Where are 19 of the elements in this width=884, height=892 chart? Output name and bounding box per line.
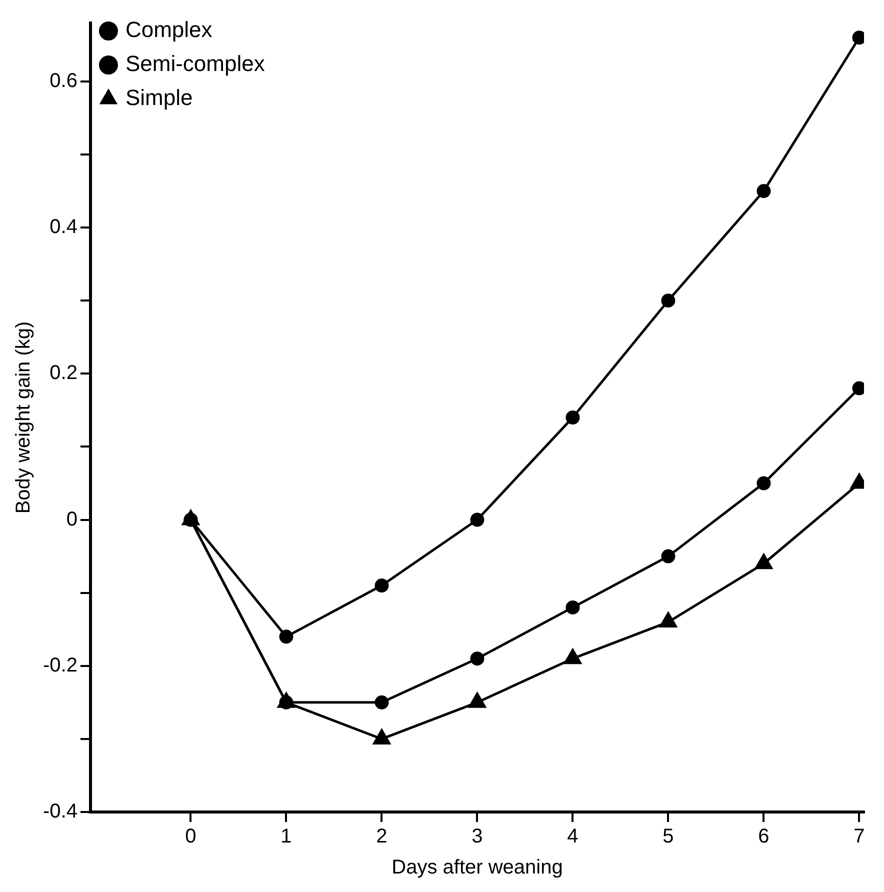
x-tick-label: 2 [376,826,388,848]
y-tick-label: 0.6 [50,70,78,92]
x-tick-label: 4 [567,826,578,848]
y-tick-label: -0.2 [42,654,78,676]
y-tick-label: 0.4 [50,216,78,238]
legend-label: Simple [125,85,193,110]
x-tick-label: 5 [662,826,674,848]
legend-label: Semi-complex [125,51,265,76]
y-axis-title: Body weight gain (kg) [12,321,35,514]
legend-label: Complex [125,17,212,42]
x-tick-label: 0 [185,826,196,848]
x-tick-label: 7 [854,826,865,848]
x-tick-label: 1 [280,826,292,848]
x-tick-label: 6 [758,826,770,848]
x-axis-title: Days after weaning [392,856,563,879]
y-tick-label: 0 [66,508,78,530]
y-tick-label: 0.2 [50,362,78,384]
x-tick-label: 3 [472,826,483,848]
y-tick-label: -0.4 [42,800,78,823]
